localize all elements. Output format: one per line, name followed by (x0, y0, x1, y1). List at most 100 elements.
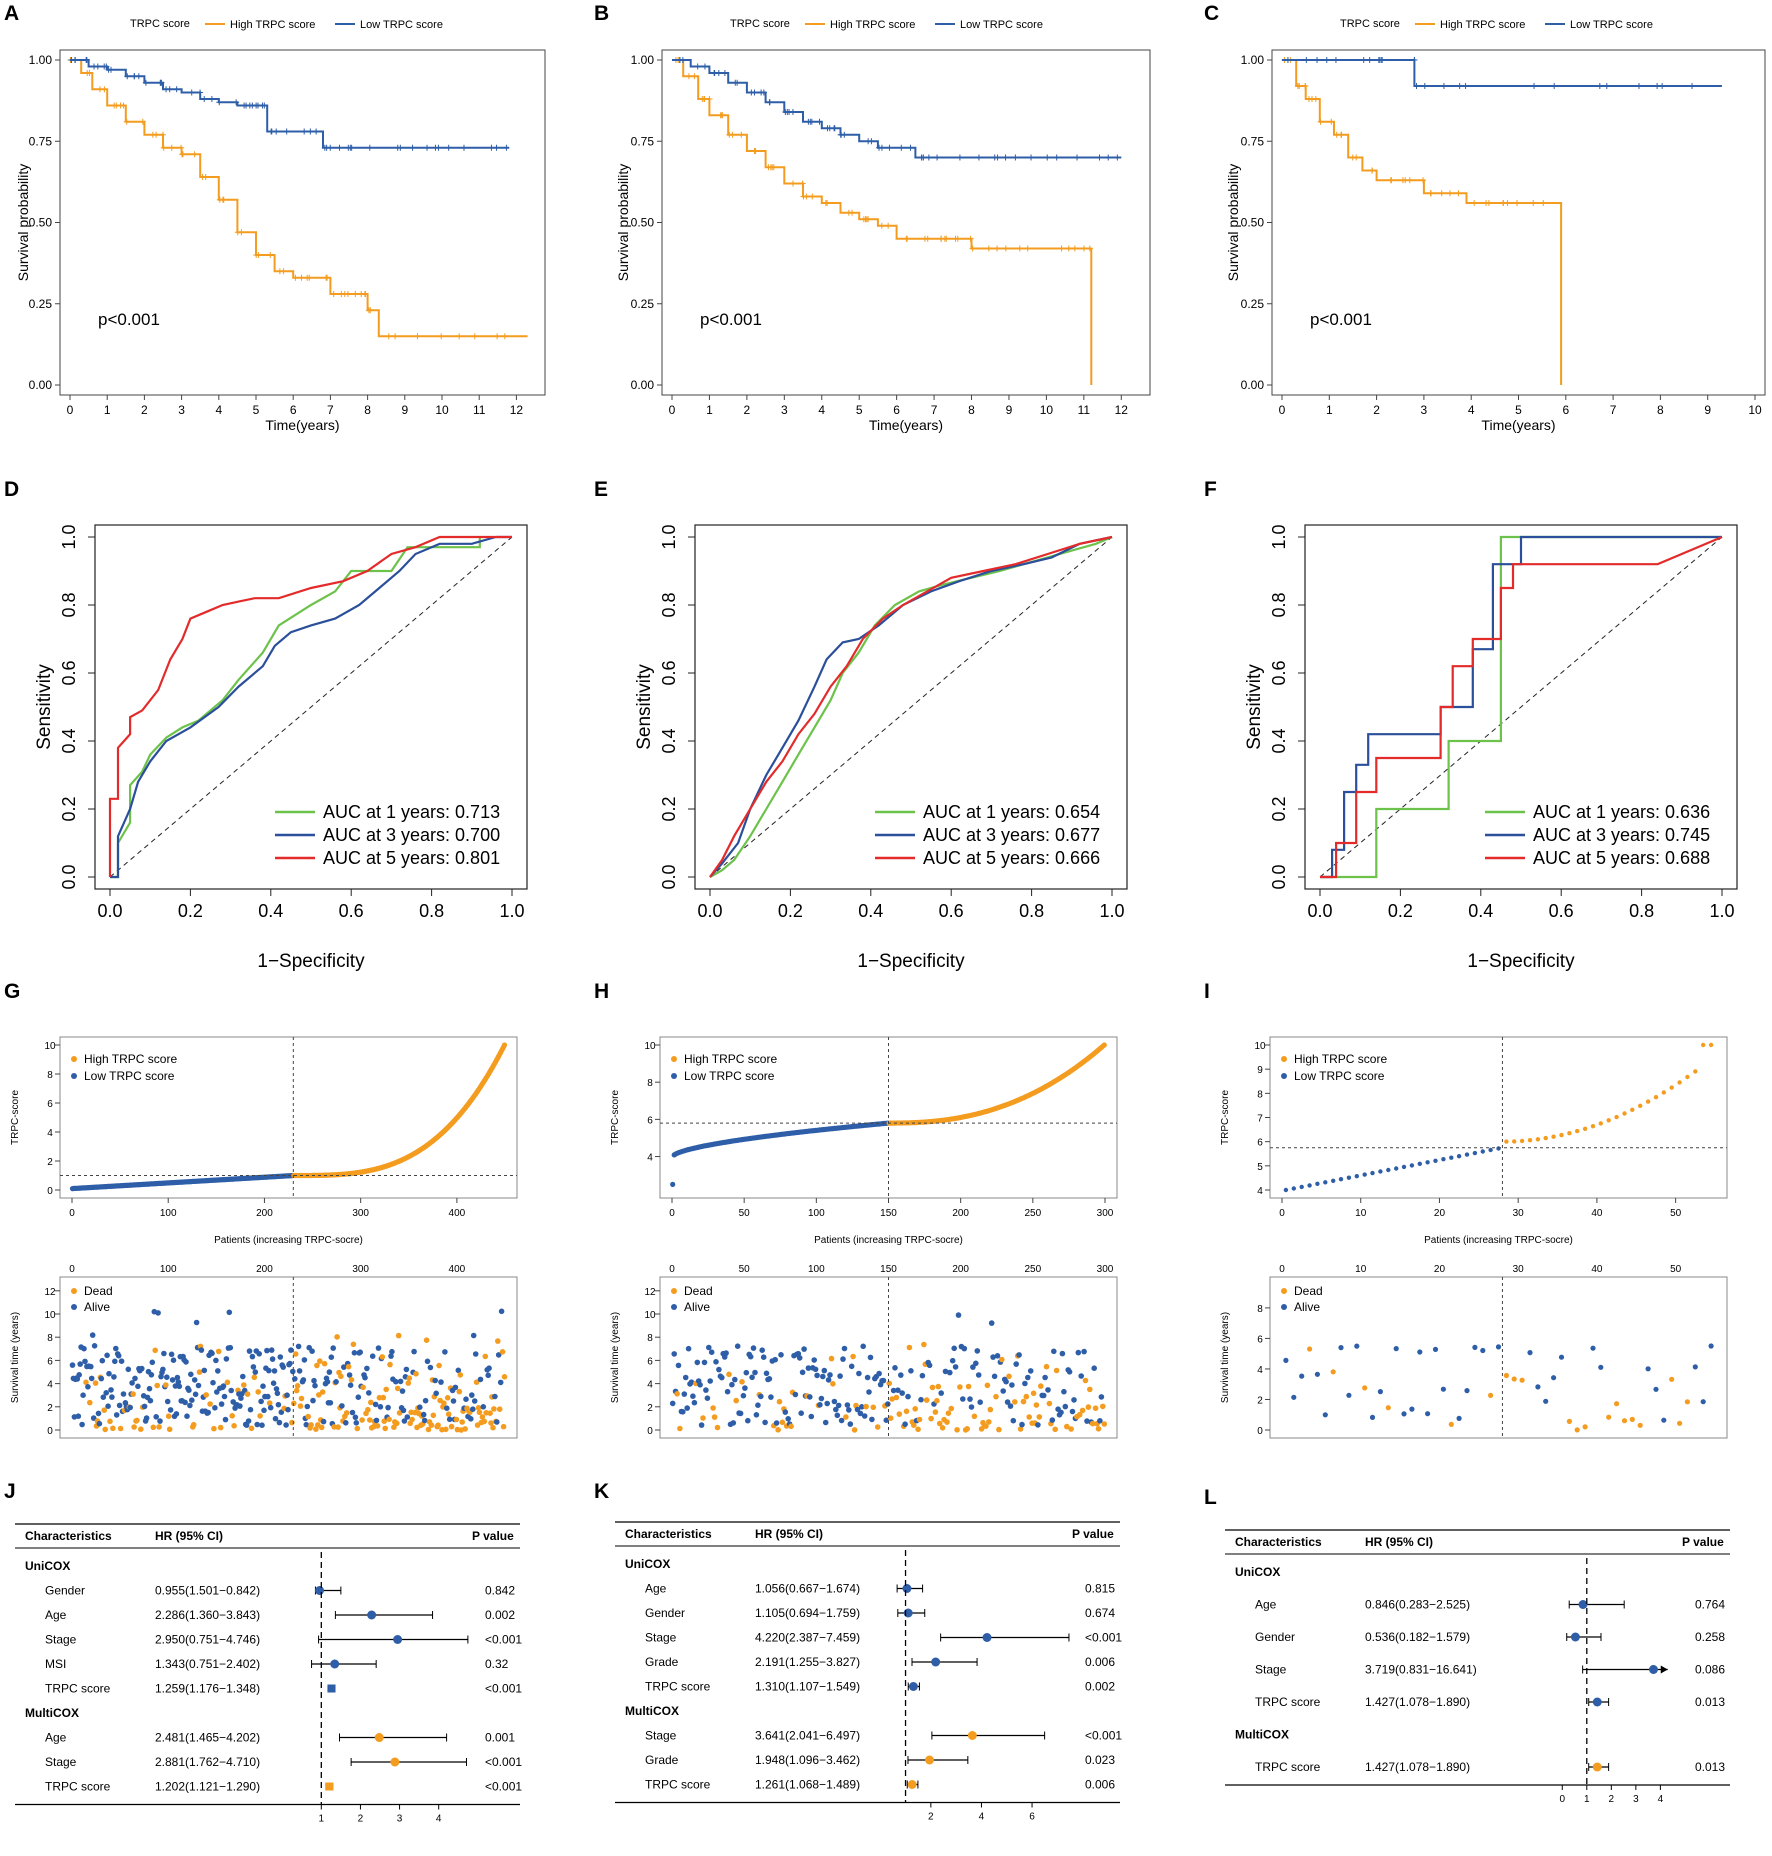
survival-point (996, 1426, 1002, 1433)
y-tick-label: 6 (647, 1356, 653, 1367)
survival-point (423, 1337, 430, 1343)
y-tick-label: 0.8 (1269, 592, 1289, 617)
survival-point (1019, 1421, 1025, 1428)
legend-label-dead: Dead (84, 1284, 113, 1298)
header-pvalue: P value (1072, 1527, 1114, 1541)
survival-point (1062, 1403, 1069, 1410)
survival-point (952, 1364, 959, 1370)
x-tick-label: 2 (141, 403, 148, 417)
survival-point (1025, 1374, 1031, 1381)
x-axis-label: Time(years) (265, 417, 339, 433)
forest-chart-j-container: Characteristics HR (95% CI) P value UniCOX G… (0, 1510, 580, 1850)
censor-mark (985, 245, 992, 252)
survival-point (220, 1383, 227, 1389)
score-point (1582, 1126, 1588, 1131)
survival-point (934, 1397, 940, 1404)
survival-point (210, 1379, 216, 1386)
row-pvalue: 0.815 (1085, 1582, 1115, 1596)
survival-point (825, 1377, 832, 1383)
x-tick-label: 2 (928, 1812, 934, 1823)
x-tick-label: 4 (215, 403, 222, 417)
survival-point (716, 1366, 722, 1373)
survival-point (1010, 1417, 1017, 1424)
survival-point (1582, 1424, 1588, 1430)
survival-curve-low (672, 59, 1122, 159)
y-tick-label: 0.00 (29, 378, 53, 392)
x-tick-label: 0.0 (97, 901, 122, 921)
survival-point (222, 1416, 229, 1423)
legend-label: AUC at 3 years: 0.700 (323, 825, 500, 845)
survival-point (173, 1411, 180, 1417)
survival-point (856, 1370, 862, 1377)
x-tick-label: 11 (1078, 403, 1091, 417)
survival-point (870, 1404, 877, 1411)
x-tick-label: 0 (69, 1208, 75, 1219)
survival-point (1089, 1420, 1096, 1427)
censor-mark (301, 128, 308, 135)
censor-mark (1379, 57, 1386, 63)
survival-point (1472, 1344, 1478, 1350)
survival-point (308, 1422, 314, 1428)
header-pvalue: P value (1682, 1535, 1724, 1549)
survival-point (886, 1380, 892, 1387)
legend-label-high: High TRPC score (1440, 19, 1525, 31)
x-tick-label: 100 (160, 1208, 177, 1219)
row-pvalue: 0.002 (1085, 1680, 1115, 1694)
censor-mark (907, 144, 914, 151)
survival-point (710, 1405, 716, 1411)
censor-mark (1105, 154, 1112, 161)
survival-point (152, 1347, 158, 1354)
survival-point (260, 1383, 266, 1389)
censor-mark (1323, 57, 1330, 63)
survival-point (861, 1413, 868, 1419)
x-tick-label: 0.2 (1388, 901, 1413, 921)
survival-point (106, 1370, 112, 1377)
score-point (1362, 1172, 1367, 1177)
survival-point (285, 1406, 291, 1413)
survival-point (196, 1369, 203, 1375)
survival-curve-high (70, 59, 528, 338)
survival-point (154, 1382, 160, 1389)
legend-label-low: Low TRPC score (84, 1069, 175, 1083)
survival-point (96, 1420, 103, 1427)
hr-point (1592, 1762, 1602, 1772)
survival-point (422, 1397, 429, 1404)
survival-point (732, 1376, 738, 1383)
survival-point (811, 1357, 817, 1363)
survival-point (923, 1397, 930, 1403)
survival-point (908, 1368, 914, 1374)
survival-point (277, 1354, 284, 1360)
hr-point (908, 1682, 918, 1691)
survival-point (240, 1373, 246, 1380)
survival-point (779, 1419, 786, 1426)
p-value: p<0.001 (98, 310, 160, 329)
y-tick-label: 12 (44, 1287, 56, 1298)
survival-point (215, 1348, 222, 1355)
censor-mark (1016, 245, 1023, 252)
row-pvalue: 0.006 (1085, 1778, 1115, 1792)
survival-point (343, 1420, 349, 1426)
survival-point (251, 1374, 258, 1381)
score-point (1535, 1137, 1541, 1142)
censor-mark (101, 86, 108, 93)
row-hr-text: 2.481(1.465−4.202) (155, 1731, 260, 1745)
censor-mark (1596, 83, 1603, 89)
survival-point (201, 1367, 208, 1374)
survival-point (1401, 1411, 1407, 1417)
survival-point (430, 1412, 437, 1419)
censor-mark (1462, 83, 1469, 89)
censor-mark (330, 291, 337, 297)
survival-point (105, 1403, 111, 1409)
score-point (1614, 1114, 1619, 1120)
row-hr-text: 2.191(1.255−3.827) (755, 1655, 860, 1669)
survival-point (473, 1379, 480, 1385)
survival-point (480, 1404, 487, 1410)
censor-mark (83, 57, 90, 63)
survival-point (374, 1423, 381, 1429)
survival-point (486, 1365, 492, 1371)
censor-mark (1438, 190, 1445, 197)
survival-point (372, 1401, 379, 1408)
score-point (1661, 1090, 1666, 1095)
survival-point (401, 1418, 408, 1424)
